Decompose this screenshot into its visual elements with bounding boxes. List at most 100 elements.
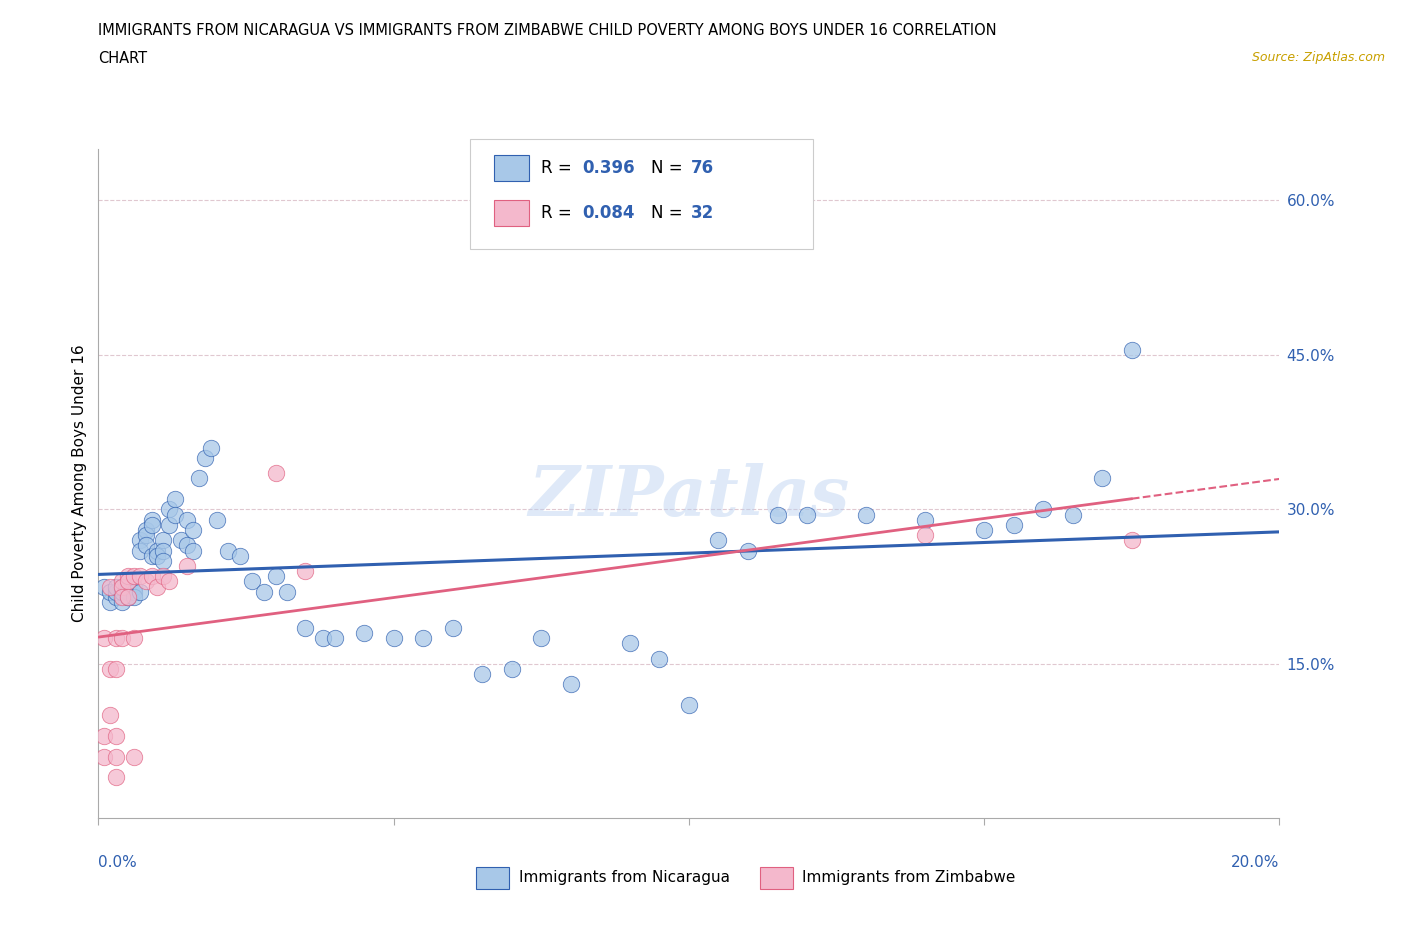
- Point: [152, 569, 174, 584]
- Point: [152, 543, 174, 558]
- Point: [122, 750, 145, 764]
- Point: [914, 527, 936, 542]
- Point: [117, 584, 139, 599]
- Point: [105, 661, 128, 676]
- Point: [1091, 471, 1114, 485]
- Point: [276, 584, 298, 599]
- Point: [501, 661, 523, 676]
- Point: [294, 564, 316, 578]
- Text: 32: 32: [692, 204, 714, 222]
- Point: [105, 728, 128, 743]
- Point: [176, 538, 198, 552]
- Point: [323, 631, 346, 645]
- Point: [105, 770, 128, 785]
- Point: [619, 636, 641, 651]
- Point: [117, 584, 139, 599]
- Point: [98, 708, 121, 723]
- Point: [128, 569, 150, 584]
- Point: [1121, 533, 1143, 548]
- Point: [1121, 342, 1143, 357]
- Point: [146, 543, 169, 558]
- Point: [152, 533, 174, 548]
- Point: [111, 574, 134, 589]
- Point: [973, 523, 995, 538]
- Point: [117, 590, 139, 604]
- Point: [914, 512, 936, 527]
- Point: [111, 579, 134, 594]
- Point: [1062, 507, 1084, 522]
- Point: [128, 543, 150, 558]
- Point: [128, 584, 150, 599]
- Text: 0.084: 0.084: [582, 204, 636, 222]
- Point: [170, 533, 193, 548]
- Point: [855, 507, 877, 522]
- Point: [1002, 517, 1025, 532]
- Bar: [494, 155, 530, 181]
- Text: 0.0%: 0.0%: [98, 856, 138, 870]
- Point: [122, 579, 145, 594]
- Point: [264, 466, 287, 481]
- Text: R =: R =: [541, 158, 572, 177]
- Text: Source: ZipAtlas.com: Source: ZipAtlas.com: [1251, 51, 1385, 64]
- Point: [98, 584, 121, 599]
- Point: [796, 507, 818, 522]
- Point: [353, 626, 375, 641]
- Point: [93, 631, 115, 645]
- Point: [412, 631, 434, 645]
- Point: [176, 559, 198, 574]
- Bar: [759, 868, 793, 889]
- Point: [146, 549, 169, 564]
- Point: [229, 549, 252, 564]
- Point: [165, 492, 187, 507]
- Point: [122, 631, 145, 645]
- Point: [240, 574, 263, 589]
- Text: N =: N =: [651, 204, 683, 222]
- Point: [194, 450, 217, 465]
- Point: [135, 538, 157, 552]
- Point: [200, 440, 222, 455]
- Point: [181, 523, 204, 538]
- Y-axis label: Child Poverty Among Boys Under 16: Child Poverty Among Boys Under 16: [72, 345, 87, 622]
- Point: [117, 590, 139, 604]
- Point: [105, 631, 128, 645]
- Point: [117, 574, 139, 589]
- Point: [111, 579, 134, 594]
- Point: [111, 631, 134, 645]
- Point: [122, 590, 145, 604]
- Point: [105, 750, 128, 764]
- Point: [105, 579, 128, 594]
- Point: [122, 584, 145, 599]
- Point: [111, 590, 134, 604]
- Point: [117, 590, 139, 604]
- Point: [157, 517, 180, 532]
- Point: [141, 549, 163, 564]
- Text: 76: 76: [692, 158, 714, 177]
- Point: [111, 584, 134, 599]
- Point: [135, 574, 157, 589]
- Point: [141, 512, 163, 527]
- Point: [146, 579, 169, 594]
- Point: [181, 543, 204, 558]
- Point: [117, 569, 139, 584]
- Point: [217, 543, 239, 558]
- Point: [312, 631, 335, 645]
- FancyBboxPatch shape: [471, 139, 813, 249]
- Text: Immigrants from Nicaragua: Immigrants from Nicaragua: [519, 870, 730, 884]
- Point: [157, 502, 180, 517]
- Point: [157, 574, 180, 589]
- Point: [648, 651, 671, 666]
- Text: CHART: CHART: [98, 51, 148, 66]
- Point: [105, 584, 128, 599]
- Point: [105, 590, 128, 604]
- Text: 0.396: 0.396: [582, 158, 636, 177]
- Point: [98, 661, 121, 676]
- Point: [471, 667, 494, 682]
- Point: [98, 579, 121, 594]
- Point: [93, 728, 115, 743]
- Point: [294, 620, 316, 635]
- Point: [205, 512, 228, 527]
- Text: R =: R =: [541, 204, 572, 222]
- Point: [165, 507, 187, 522]
- Point: [98, 594, 121, 609]
- Point: [152, 553, 174, 568]
